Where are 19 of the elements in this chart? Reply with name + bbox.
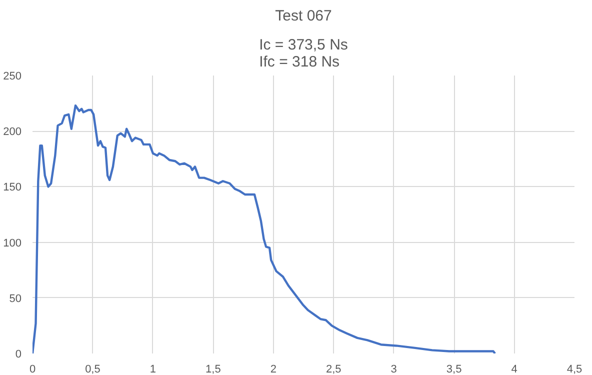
x-tick-label: 2,5 — [326, 364, 342, 375]
x-tick-label: 2 — [270, 364, 276, 375]
chart-title: Test 067 — [275, 8, 332, 24]
y-tick-label: 50 — [9, 292, 22, 305]
x-tick-label: 1,5 — [206, 364, 221, 375]
y-tick-label: 0 — [15, 348, 22, 360]
x-tick-label: 4,5 — [566, 364, 582, 375]
x-tick-label: 4 — [511, 364, 518, 375]
y-tick-label: 150 — [3, 182, 22, 194]
x-tick-label: 1 — [150, 364, 156, 375]
x-tick-label: 3,5 — [446, 364, 462, 375]
x-tick-label: 3 — [390, 364, 397, 375]
x-tick-label: 0 — [29, 364, 36, 375]
y-tick-label: 100 — [3, 237, 22, 250]
chart-subtitle: Ic = 373,5 Ns Ifc = 318 Ns — [259, 36, 348, 70]
y-tick-label: 250 — [3, 70, 22, 82]
x-tick-label: 0,5 — [85, 364, 100, 375]
line-series — [32, 104, 496, 354]
y-tick-label: 200 — [3, 126, 22, 138]
